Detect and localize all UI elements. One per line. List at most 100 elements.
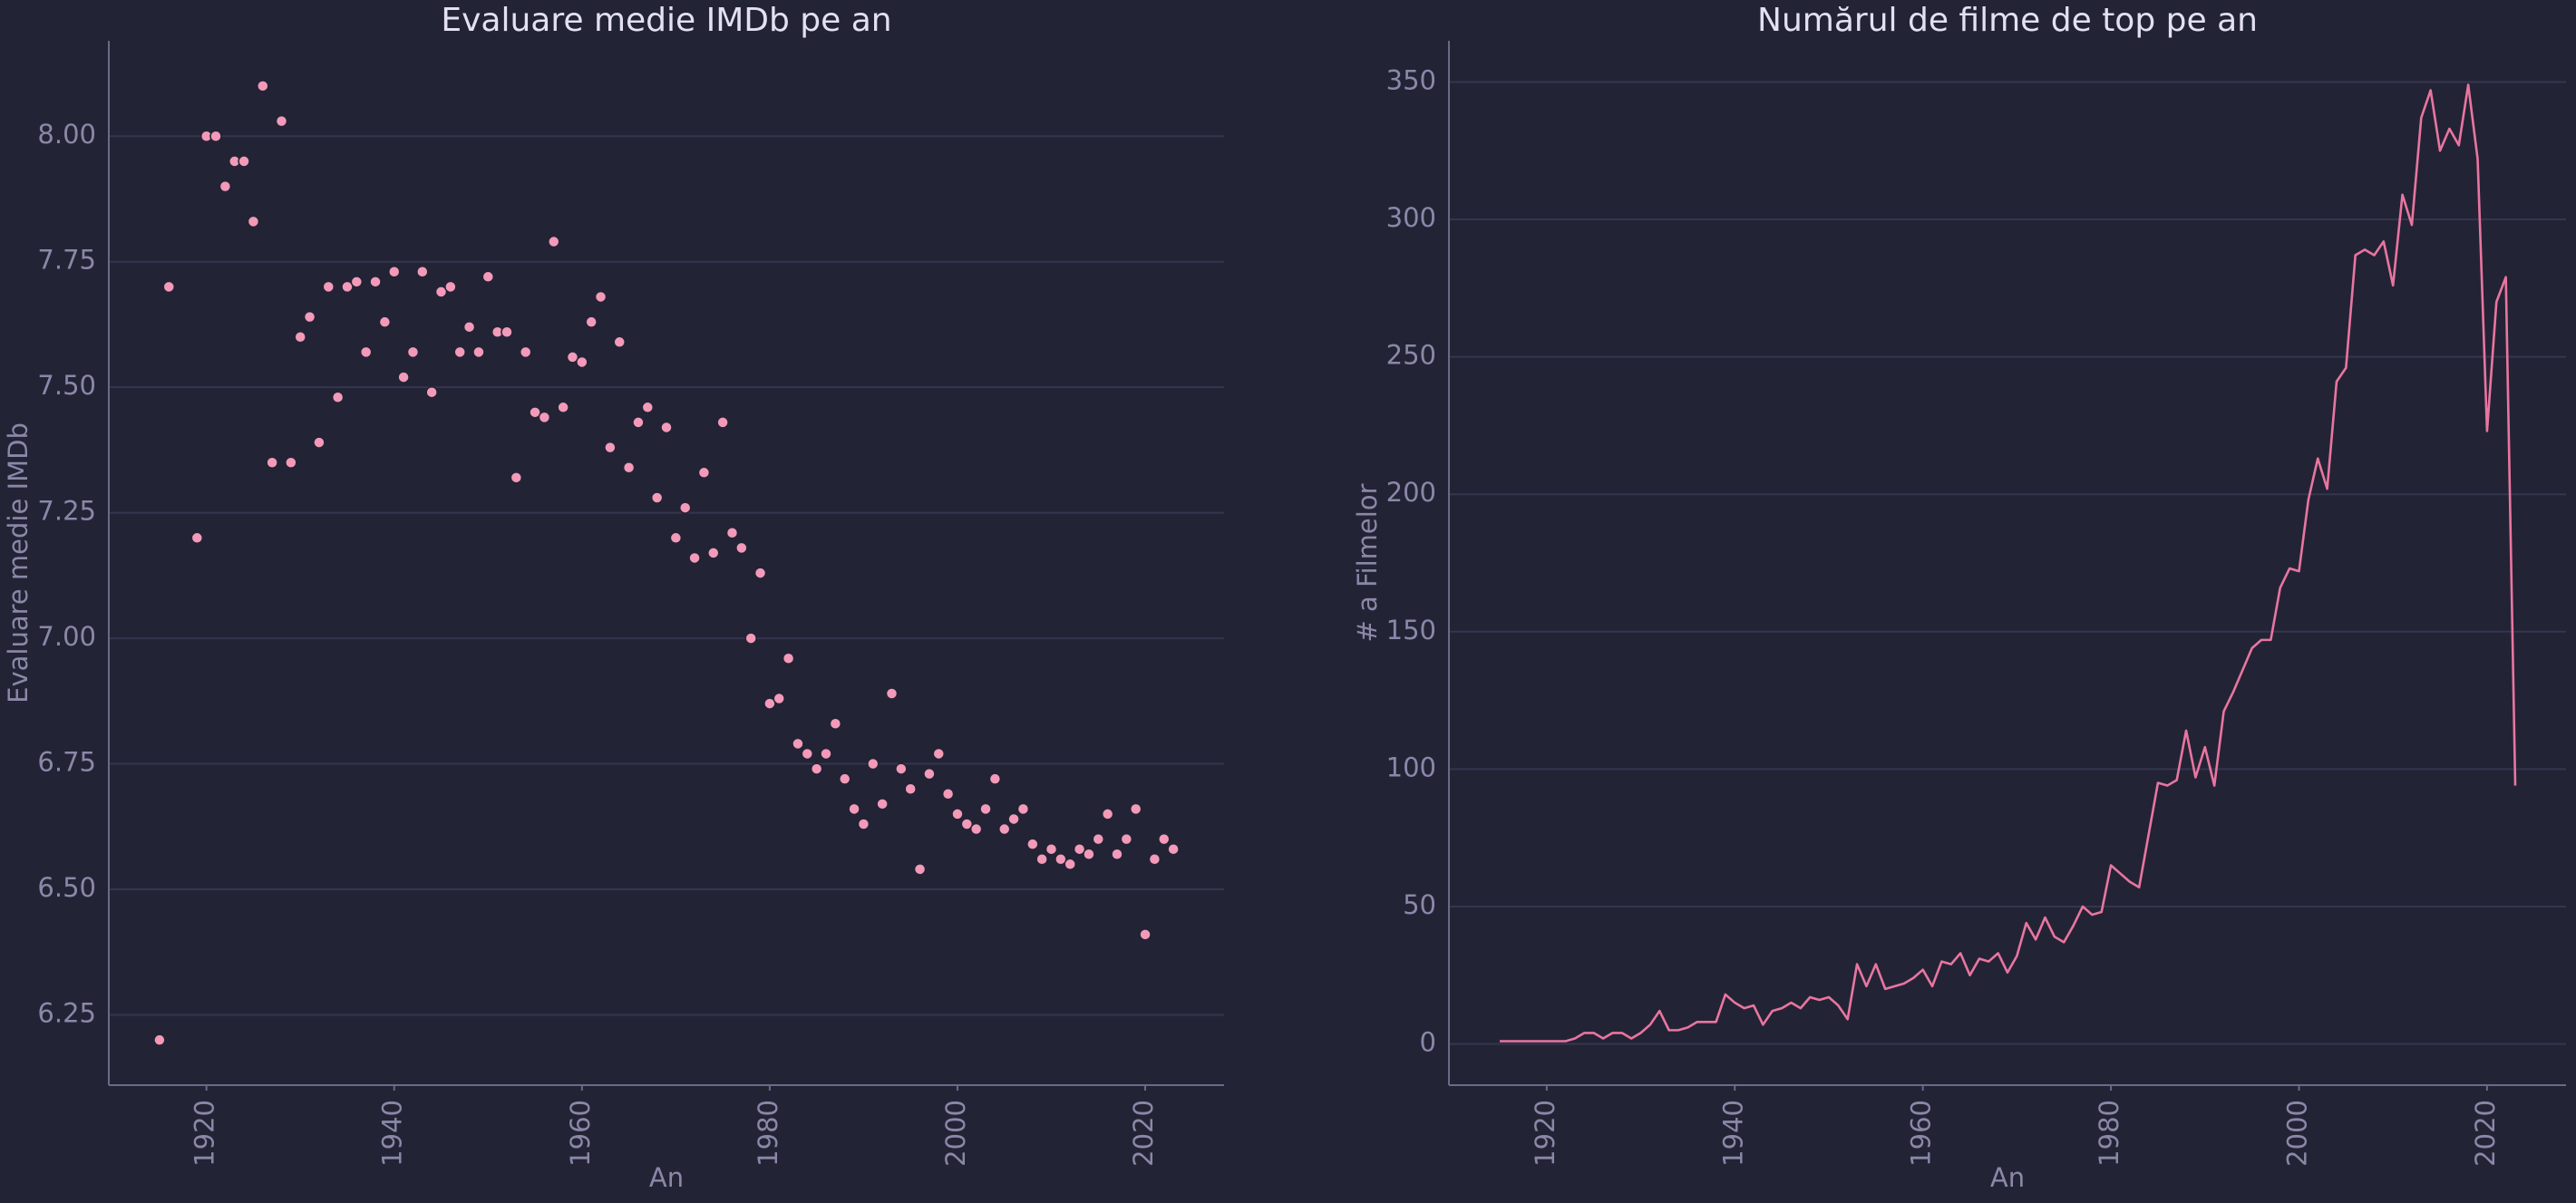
scatter-point <box>1129 802 1142 816</box>
scatter-point <box>820 747 832 761</box>
scatter-point <box>725 527 739 539</box>
scatter-point <box>1016 802 1030 816</box>
scatter-point <box>453 345 466 359</box>
scatter-point <box>594 290 608 304</box>
scatter-point <box>190 531 204 545</box>
scatter-point <box>604 441 617 454</box>
scatter-point <box>294 331 306 344</box>
x-tick-label: 1920 <box>1530 1100 1560 1167</box>
x-tick-label: 1920 <box>190 1100 220 1167</box>
scatter-point <box>501 325 513 338</box>
scatter-point <box>829 717 842 730</box>
scatter-point <box>1026 838 1039 850</box>
scatter-point <box>341 280 354 294</box>
scatter-point <box>792 737 804 751</box>
scatter-point <box>678 501 692 514</box>
scatter-point <box>613 335 626 349</box>
scatter-point <box>763 697 776 710</box>
scatter-point <box>707 547 720 559</box>
x-tick-label: 2000 <box>940 1100 971 1167</box>
y-tick-label: 6.50 <box>37 872 96 903</box>
scatter-point <box>519 345 532 359</box>
scatter-point <box>913 863 927 876</box>
scatter-point <box>951 808 964 820</box>
scatter-point <box>848 802 860 816</box>
y-axis-label: Evaluare medie IMDb <box>3 422 34 703</box>
chart-title: Evaluare medie IMDb pe an <box>441 2 891 39</box>
scatter-point <box>941 788 955 800</box>
scatter-point <box>688 551 701 565</box>
scatter-point <box>266 456 278 469</box>
scatter-point <box>331 391 345 403</box>
scatter-point <box>979 802 992 816</box>
scatter-point <box>529 406 541 419</box>
scatter-point <box>1035 853 1048 866</box>
scatter-point <box>209 130 222 142</box>
scatter-point <box>472 345 485 359</box>
scatter-point <box>406 345 420 359</box>
scatter-point <box>801 747 814 761</box>
scatter-point <box>1064 858 1076 871</box>
scatter-point <box>632 416 645 429</box>
scatter-point <box>641 401 655 414</box>
scatter-point <box>622 461 636 474</box>
scatter-point <box>369 276 382 288</box>
scatter-point <box>885 687 899 700</box>
x-tick-label: 1940 <box>377 1100 408 1167</box>
scatter-point <box>1167 842 1180 856</box>
scatter-point <box>1120 832 1133 846</box>
y-tick-label: 50 <box>1403 889 1436 920</box>
scatter-point <box>1157 832 1171 846</box>
y-tick-label: 7.75 <box>37 245 96 276</box>
scatter-point <box>876 798 889 810</box>
scatter-point <box>1092 832 1105 846</box>
chart-title: Numărul de filme de top pe an <box>1757 2 2258 39</box>
scatter-point <box>1111 848 1123 860</box>
scatter-point <box>322 280 335 294</box>
scatter-point <box>1055 853 1067 866</box>
scatter-point <box>557 401 569 414</box>
y-tick-label: 200 <box>1386 477 1436 508</box>
x-tick-label: 1980 <box>753 1100 783 1167</box>
x-tick-label: 1940 <box>1717 1100 1748 1167</box>
y-axis-label: # a Filmelor <box>1352 483 1383 642</box>
y-tick-label: 350 <box>1386 64 1436 95</box>
scatter-point <box>247 215 260 228</box>
x-tick-label: 1960 <box>565 1100 596 1167</box>
scatter-point <box>444 280 457 294</box>
scatter-point <box>313 436 326 449</box>
y-tick-label: 7.00 <box>37 621 96 652</box>
x-tick-label: 1980 <box>2094 1100 2124 1167</box>
scatter-point <box>576 355 588 369</box>
y-tick-label: 7.50 <box>37 370 96 401</box>
scatter-point <box>1073 842 1086 856</box>
scatter-point <box>997 822 1011 836</box>
scatter-point <box>716 416 729 429</box>
scatter-point <box>1045 842 1058 856</box>
scatter-point <box>387 266 401 278</box>
y-tick-label: 300 <box>1386 202 1436 233</box>
scatter-point <box>238 155 250 168</box>
scatter-point <box>660 421 673 434</box>
scatter-point <box>744 632 757 645</box>
scatter-point <box>219 179 232 193</box>
y-tick-label: 7.25 <box>37 496 96 527</box>
scatter-point <box>923 767 936 781</box>
scatter-point <box>481 270 495 284</box>
x-tick-label: 2020 <box>1128 1100 1159 1167</box>
x-tick-label: 2020 <box>2470 1100 2501 1167</box>
y-tick-label: 6.75 <box>37 747 96 778</box>
scatter-point <box>566 351 579 364</box>
scatter-point <box>548 235 560 248</box>
scatter-point <box>1083 848 1095 860</box>
scatter-point <box>257 80 269 92</box>
scatter-point <box>773 692 785 705</box>
scatter-point <box>462 320 476 334</box>
scatter-point <box>904 782 917 795</box>
y-tick-label: 250 <box>1386 340 1436 371</box>
scatter-point <box>753 567 767 579</box>
scatter-point <box>988 772 1002 785</box>
scatter-point <box>969 822 983 836</box>
